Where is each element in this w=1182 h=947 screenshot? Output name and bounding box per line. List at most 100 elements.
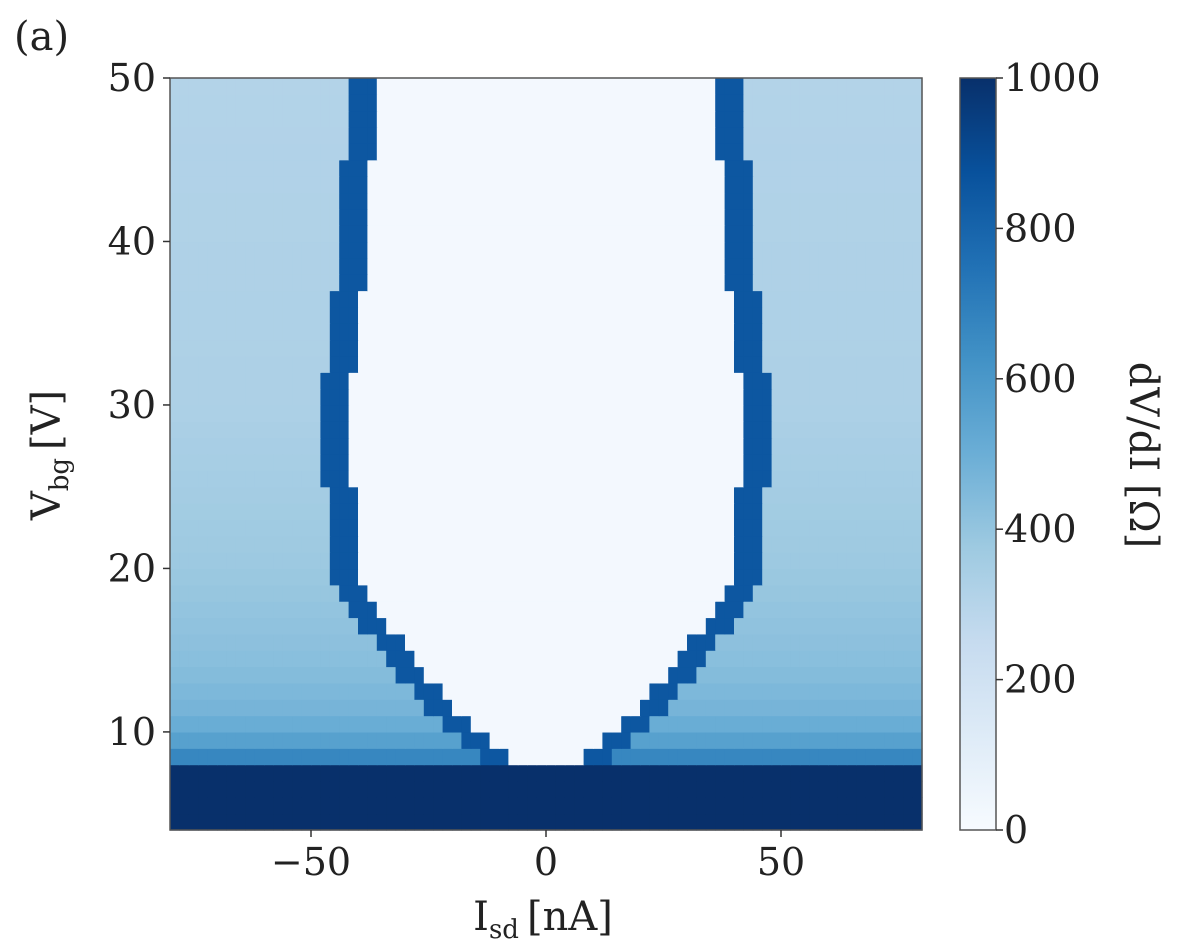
heatmap-cell <box>724 535 735 553</box>
heatmap-cell <box>470 355 481 373</box>
heatmap-cell <box>593 470 603 488</box>
heatmap-cell <box>461 274 472 292</box>
heatmap-cell <box>687 404 697 422</box>
heatmap-cell <box>809 617 820 635</box>
heatmap-cell <box>668 110 679 128</box>
heatmap-cell <box>226 241 237 259</box>
heatmap-cell <box>574 274 585 292</box>
heatmap-cell <box>846 355 857 373</box>
heatmap-cell <box>875 748 885 766</box>
heatmap-cell <box>734 176 744 194</box>
heatmap-cell <box>235 306 246 324</box>
heatmap-cell <box>442 764 453 782</box>
heatmap-cell <box>846 454 857 471</box>
colorbar <box>959 77 997 831</box>
heatmap-cell <box>282 274 293 292</box>
heatmap-cell <box>179 470 190 488</box>
heatmap-cell <box>724 257 735 275</box>
heatmap-cell <box>292 568 303 586</box>
heatmap-cell <box>527 682 538 700</box>
heatmap-cell <box>527 666 538 684</box>
heatmap-cell <box>837 519 848 537</box>
heatmap-cell <box>329 78 340 95</box>
heatmap-cell <box>724 748 735 766</box>
heatmap-cell <box>442 257 453 275</box>
heatmap-cell <box>499 666 509 684</box>
heatmap-cell <box>395 535 406 553</box>
heatmap-cell <box>461 780 472 798</box>
heatmap-cell <box>846 110 857 128</box>
heatmap-cell <box>865 780 876 798</box>
heatmap-cell <box>743 666 754 684</box>
heatmap-cell <box>470 797 481 815</box>
heatmap-cell <box>489 437 500 455</box>
heatmap-cell <box>602 339 613 357</box>
heatmap-cell <box>348 225 359 243</box>
heatmap-cell <box>217 94 227 112</box>
heatmap-cell <box>846 159 857 177</box>
heatmap-cell <box>170 797 180 815</box>
heatmap-cell <box>376 535 387 553</box>
heatmap-cell <box>649 633 660 651</box>
heatmap-cell <box>564 176 575 194</box>
heatmap-cell <box>640 552 650 570</box>
heatmap-cell <box>386 355 397 373</box>
heatmap-cell <box>329 584 340 602</box>
heatmap-cell <box>856 568 867 586</box>
heatmap-cell <box>630 241 641 259</box>
heatmap-cell <box>743 94 754 112</box>
heatmap-cell <box>771 748 782 766</box>
heatmap-cell <box>264 715 274 733</box>
heatmap-cell <box>546 257 556 275</box>
heatmap-cell <box>339 813 350 831</box>
heatmap-cell <box>179 94 190 112</box>
heatmap-cell <box>461 306 472 324</box>
heatmap-cell <box>668 486 679 504</box>
heatmap-cell <box>828 797 838 815</box>
heatmap-cell <box>198 323 209 341</box>
heatmap-cell <box>339 388 350 406</box>
heatmap-cell <box>329 437 340 455</box>
heatmap-cell <box>649 437 660 455</box>
heatmap-cell <box>621 110 632 128</box>
heatmap-cell <box>254 715 265 733</box>
heatmap-cell <box>395 257 406 275</box>
heatmap-cell <box>264 699 274 717</box>
heatmap-cell <box>264 682 274 700</box>
heatmap-cell <box>762 731 773 749</box>
heatmap-cell <box>348 470 359 488</box>
heatmap-cell <box>508 437 519 455</box>
heatmap-cell <box>611 666 622 684</box>
heatmap-cell <box>517 699 528 717</box>
heatmap-cell <box>593 682 603 700</box>
heatmap-cell <box>414 470 425 488</box>
heatmap-cell <box>170 274 180 292</box>
heatmap-cell <box>499 225 509 243</box>
heatmap-cell <box>301 127 312 144</box>
heatmap-cell <box>771 813 782 831</box>
heatmap-cell <box>799 797 810 815</box>
heatmap-cell <box>235 650 246 668</box>
heatmap-cell <box>818 159 829 177</box>
heatmap-cell <box>442 306 453 324</box>
heatmap-cell <box>809 421 820 439</box>
heatmap-cell <box>517 633 528 651</box>
heatmap-cell <box>179 715 190 733</box>
heatmap-cell <box>555 748 566 766</box>
heatmap-cell <box>668 601 679 619</box>
heatmap-cell <box>489 208 500 226</box>
heatmap-cell <box>311 225 321 243</box>
heatmap-cell <box>564 404 575 422</box>
heatmap-cell <box>837 731 848 749</box>
heatmap-cell <box>405 552 415 570</box>
heatmap-cell <box>593 94 603 112</box>
heatmap-cell <box>198 159 209 177</box>
heatmap-cell <box>480 699 491 717</box>
heatmap-cell <box>348 421 359 439</box>
heatmap-cell <box>179 241 190 259</box>
heatmap-cell <box>499 552 509 570</box>
heatmap-cell <box>508 617 519 635</box>
heatmap-cell <box>226 731 237 749</box>
heatmap-cell <box>724 764 735 782</box>
heatmap-cell <box>207 666 218 684</box>
